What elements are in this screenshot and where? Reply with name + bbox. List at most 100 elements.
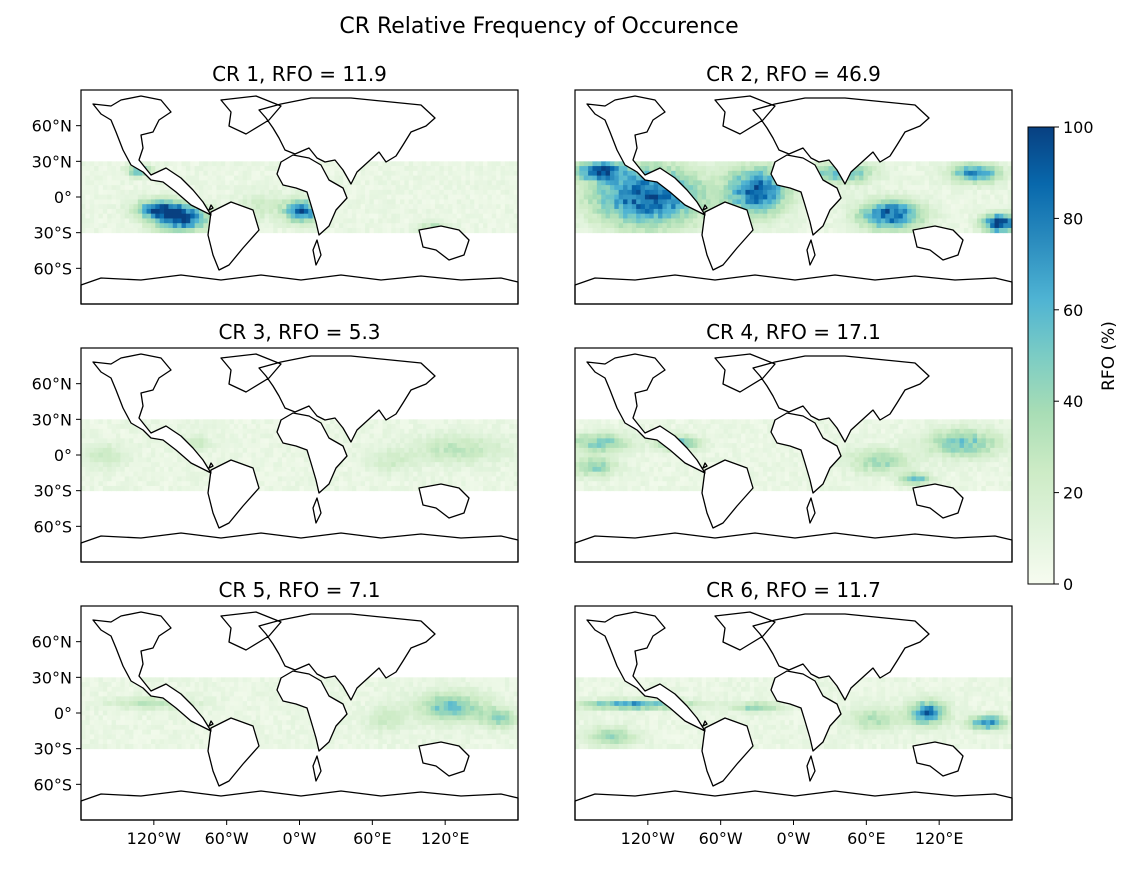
heatmap-cell	[299, 457, 305, 463]
heatmap-cell	[146, 485, 152, 492]
heatmap-cell	[977, 175, 982, 181]
heatmap-cell	[404, 180, 410, 186]
heatmap-cell	[102, 428, 108, 435]
heatmap-cell	[583, 213, 589, 219]
heatmap-cell	[404, 166, 410, 172]
heatmap-cell	[579, 204, 585, 210]
heatmap-cell	[360, 447, 366, 454]
heatmap-cell	[164, 189, 169, 196]
heatmap-cell	[168, 419, 174, 425]
heatmap-cell	[260, 433, 265, 439]
heatmap-cell	[159, 481, 165, 487]
heatmap-cell	[373, 199, 379, 205]
heatmap-cell	[955, 227, 960, 234]
heatmap-cell	[129, 175, 134, 181]
heatmap-cell	[662, 227, 668, 234]
heatmap-cell	[120, 161, 126, 167]
heatmap-cell	[504, 466, 510, 473]
heatmap-cell	[758, 438, 764, 444]
heatmap-cell	[1003, 208, 1009, 215]
heatmap-cell	[190, 424, 196, 430]
heatmap-cell	[94, 433, 99, 439]
heatmap-cell	[185, 471, 191, 477]
heatmap-cell	[373, 466, 379, 473]
heatmap-cell	[220, 189, 226, 196]
heatmap-cell	[915, 189, 921, 196]
heatmap-cell	[736, 438, 742, 444]
heatmap-cell	[920, 433, 925, 439]
heatmap-cell	[474, 161, 480, 167]
heatmap-cell	[426, 194, 431, 200]
heatmap-cell	[701, 161, 707, 167]
heatmap-cell	[448, 218, 453, 224]
heatmap-cell	[671, 213, 676, 219]
heatmap-cell	[360, 476, 366, 482]
heatmap-cell	[579, 227, 585, 234]
heatmap-cell	[662, 424, 668, 430]
heatmap-cell	[426, 180, 431, 186]
heatmap-cell	[137, 175, 143, 181]
heatmap-cell	[295, 218, 300, 224]
heatmap-cell	[920, 175, 925, 181]
heatmap-cell	[483, 227, 488, 234]
heatmap-cell	[828, 218, 834, 224]
heatmap-cell	[303, 199, 309, 205]
heatmap-cell	[198, 447, 204, 454]
heatmap-cell	[85, 213, 91, 219]
heatmap-cell	[124, 443, 130, 449]
heatmap-cell	[343, 213, 348, 219]
heatmap-cell	[395, 227, 401, 234]
heatmap-cell	[487, 457, 493, 463]
heatmap-cell	[369, 447, 375, 454]
heatmap-cell	[623, 166, 628, 172]
heatmap-cell	[885, 199, 891, 205]
heatmap-cell	[955, 433, 960, 439]
heatmap-cell	[400, 428, 405, 435]
heatmap-cell	[129, 185, 134, 191]
heatmap-cell	[623, 180, 628, 186]
heatmap-cell	[609, 227, 615, 234]
heatmap-cell	[81, 419, 86, 425]
heatmap-cell	[220, 457, 226, 463]
heatmap-cell	[487, 213, 493, 219]
heatmap-cell	[373, 481, 379, 487]
heatmap-cell	[347, 204, 353, 210]
heatmap-cell	[343, 199, 348, 205]
heatmap-cell	[640, 223, 646, 229]
heatmap-cell	[824, 227, 829, 234]
heatmap-cell	[334, 419, 340, 425]
heatmap-cell	[583, 175, 589, 181]
heatmap-cell	[120, 443, 126, 449]
heatmap-cell	[369, 189, 375, 196]
heatmap-cell	[408, 462, 414, 468]
heatmap-cell	[330, 223, 335, 229]
heatmap-cell	[902, 175, 908, 181]
heatmap-cell	[968, 180, 974, 186]
heatmap-cell	[164, 223, 169, 229]
heatmap-cell	[408, 476, 414, 482]
heatmap-cell	[692, 175, 698, 181]
heatmap-cell	[212, 457, 217, 463]
heatmap-cell	[365, 462, 370, 468]
heatmap-cell	[373, 180, 379, 186]
heatmap-cell	[863, 185, 869, 191]
heatmap-cell	[255, 213, 261, 219]
heatmap-cell	[575, 208, 580, 215]
heatmap-cell	[102, 194, 108, 200]
heatmap-cell	[260, 428, 265, 435]
heatmap-cell	[955, 175, 960, 181]
heatmap-cell	[955, 194, 960, 200]
heatmap-cell	[98, 485, 104, 492]
heatmap-cell	[588, 185, 593, 191]
heatmap-cell	[658, 419, 663, 425]
heatmap-cell	[609, 185, 615, 191]
heatmap-cell	[351, 185, 357, 191]
heatmap-cell	[115, 170, 121, 177]
heatmap-cell	[456, 166, 462, 172]
heatmap-cell	[928, 161, 934, 167]
heatmap-cell	[386, 433, 392, 439]
heatmap-cell	[474, 452, 480, 458]
heatmap-cell	[859, 419, 864, 425]
heatmap-cell	[434, 218, 440, 224]
heatmap-cell	[111, 452, 117, 458]
